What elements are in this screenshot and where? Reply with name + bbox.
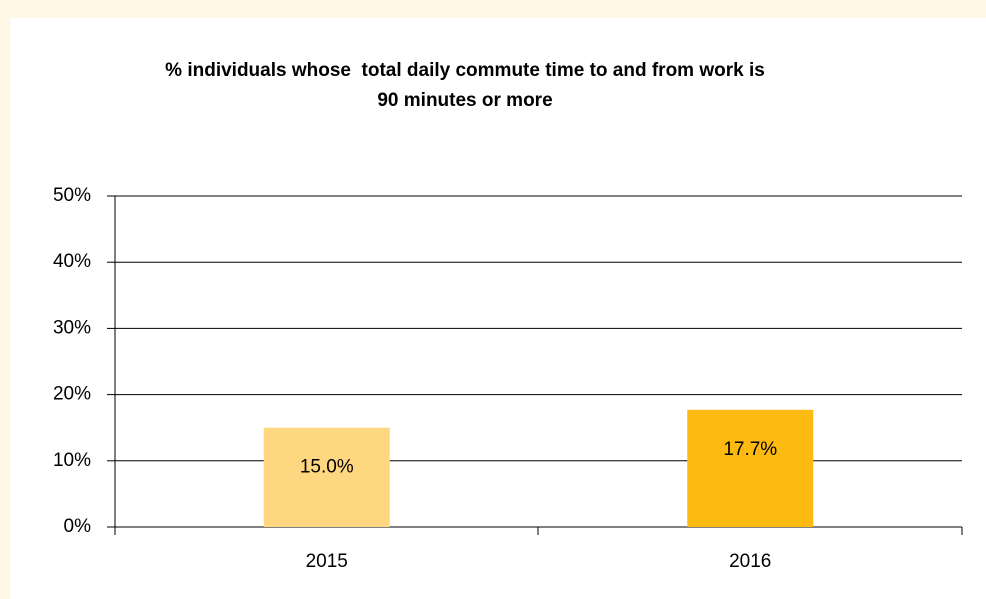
data-label: 17.7% (723, 439, 777, 460)
bar (263, 427, 390, 527)
y-tick-label: 40% (53, 251, 91, 272)
bar (687, 409, 814, 527)
data-label: 15.0% (300, 457, 354, 478)
y-tick-label: 10% (53, 450, 91, 471)
y-tick-label: 50% (53, 185, 91, 206)
y-tick-label: 0% (64, 516, 92, 537)
chart-panel (10, 18, 986, 599)
x-tick-label: 2016 (729, 551, 771, 572)
chart-title: % individuals whose total daily commute … (165, 60, 771, 111)
x-tick-label: 2015 (306, 551, 348, 572)
y-tick-label: 30% (53, 317, 91, 338)
y-tick-label: 20% (53, 384, 91, 405)
